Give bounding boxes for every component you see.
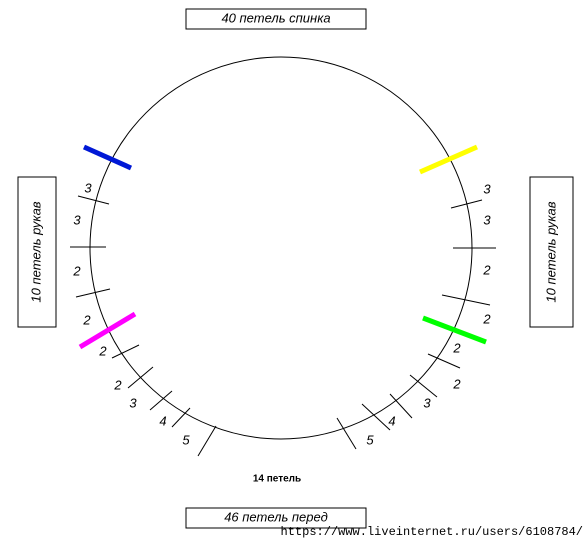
tick bbox=[427, 353, 461, 369]
count: 2 bbox=[482, 311, 491, 326]
count: 5 bbox=[366, 432, 374, 447]
count: 2 bbox=[113, 377, 122, 392]
count: 3 bbox=[73, 212, 81, 227]
tick bbox=[409, 374, 438, 398]
bottom-box bbox=[185, 507, 367, 529]
count: 4 bbox=[388, 413, 395, 428]
count: 3 bbox=[423, 395, 431, 410]
bottom-label: 46 петель перед bbox=[224, 509, 328, 524]
count: 2 bbox=[82, 312, 91, 327]
count: 3 bbox=[483, 181, 491, 196]
tick bbox=[441, 294, 491, 306]
tick bbox=[197, 425, 217, 457]
center-label: 14 петель bbox=[253, 474, 301, 485]
left-box bbox=[17, 176, 57, 328]
count: 3 bbox=[84, 180, 92, 195]
tick bbox=[450, 199, 483, 209]
tick bbox=[77, 195, 110, 205]
marker-blue bbox=[82, 144, 133, 171]
tick bbox=[361, 403, 391, 431]
marker-magenta bbox=[78, 311, 137, 350]
count: 2 bbox=[452, 376, 461, 391]
marker-yellow bbox=[418, 144, 479, 175]
count: 4 bbox=[159, 413, 166, 428]
right-box bbox=[529, 176, 574, 328]
left-counts: 3 3 2 2 2 2 3 4 5 bbox=[72, 180, 190, 447]
tick bbox=[127, 366, 154, 389]
watermark: https://www.liveinternet.ru/users/610878… bbox=[281, 525, 583, 539]
top-box bbox=[185, 8, 367, 30]
tick bbox=[111, 344, 140, 359]
right-counts: 3 3 2 2 2 2 3 4 5 bbox=[366, 181, 491, 447]
ticks bbox=[70, 195, 496, 457]
circle bbox=[89, 56, 473, 440]
count: 2 bbox=[452, 340, 461, 355]
right-label: 10 петель рукав bbox=[543, 201, 558, 302]
count: 3 bbox=[129, 395, 137, 410]
left-label: 10 петель рукав bbox=[28, 201, 43, 302]
count: 2 bbox=[482, 262, 491, 277]
count: 2 bbox=[72, 263, 81, 278]
count: 3 bbox=[483, 212, 491, 227]
top-label: 40 петель спинка bbox=[221, 10, 330, 25]
marker-green bbox=[422, 315, 487, 345]
tick bbox=[336, 417, 357, 450]
tick bbox=[149, 390, 173, 411]
tick bbox=[75, 288, 111, 298]
count: 5 bbox=[182, 432, 190, 447]
tick bbox=[389, 393, 413, 419]
tick bbox=[171, 407, 191, 428]
count: 2 bbox=[98, 343, 107, 358]
